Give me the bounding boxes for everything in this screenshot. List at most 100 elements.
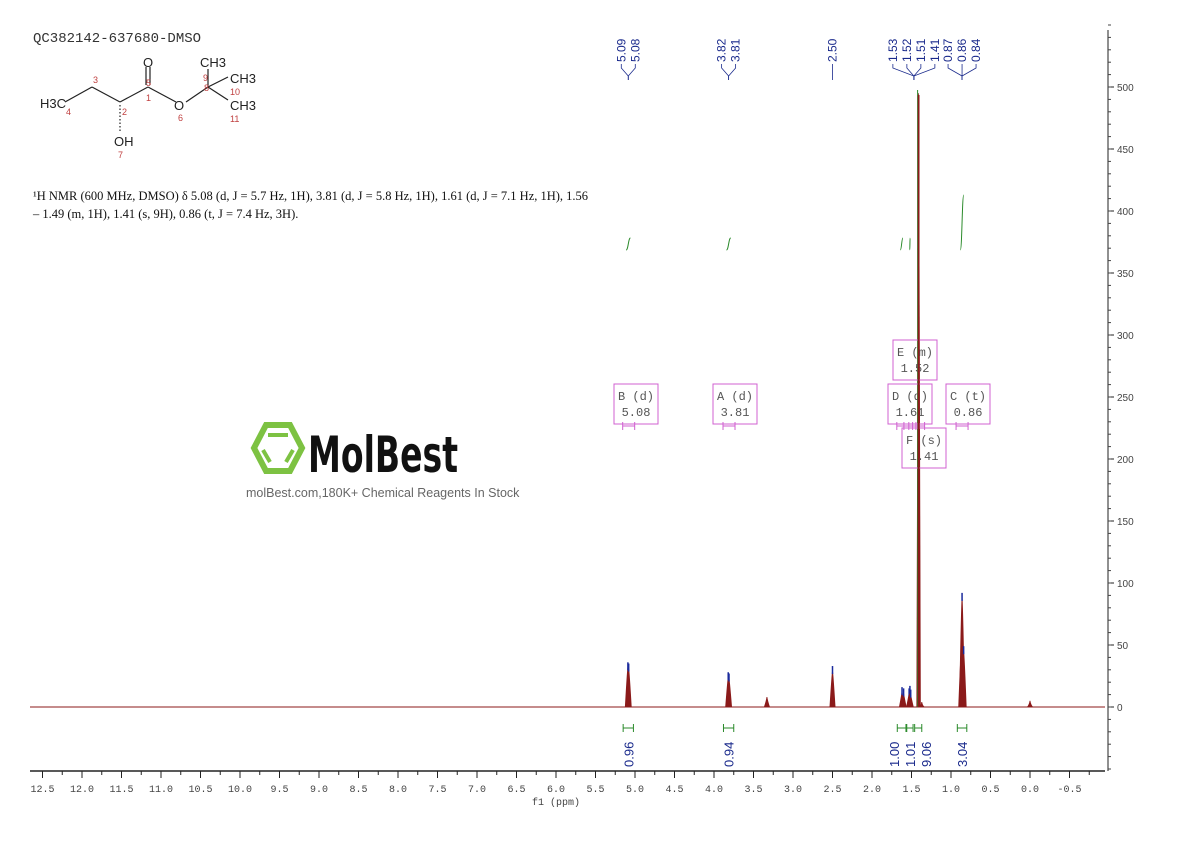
atom-number: 9	[203, 73, 208, 83]
integral-bracket	[956, 724, 968, 732]
peak-label: 5.09	[614, 38, 628, 62]
atom-label: O	[174, 98, 184, 113]
peak-label-leader	[913, 64, 922, 80]
watermark-tagline: molBest.com,180K+ Chemical Reagents In S…	[246, 486, 520, 500]
multiplet-range	[955, 422, 969, 430]
x-tick-label: 7.0	[468, 785, 486, 796]
atom-label: O	[143, 55, 153, 70]
integral-curve	[625, 237, 631, 251]
peak-label-leader	[627, 64, 636, 80]
atom-number: 11	[230, 114, 239, 124]
integral-value: 9.06	[919, 742, 934, 767]
multiplet-box	[901, 427, 947, 469]
y-tick-label: 450	[1117, 145, 1134, 156]
multiplet-shift: 5.08	[622, 406, 651, 420]
molbest-logo: MolBest	[250, 422, 458, 480]
x-tick-label: 1.0	[942, 785, 960, 796]
atom-number: 6	[178, 113, 183, 123]
spectrum-peak	[763, 697, 770, 708]
multiplet-label: D (d)	[892, 390, 928, 404]
integral-value: 0.96	[621, 742, 636, 767]
logo-text: MolBest	[308, 426, 458, 480]
x-tick-label: 12.5	[30, 785, 54, 796]
peak-label-leader	[947, 64, 963, 80]
sample-id: QC382142-637680-DMSO	[33, 31, 202, 47]
integral-bracket	[906, 724, 914, 732]
integral-curve	[959, 194, 965, 251]
x-tick-label: 6.0	[547, 785, 565, 796]
peak-label-leader	[961, 64, 977, 80]
y-tick-label: 500	[1117, 83, 1134, 94]
integral-bracket	[914, 724, 923, 732]
integral-bracket	[896, 724, 907, 732]
x-tick-label: 8.5	[349, 785, 367, 796]
x-tick-label: 4.5	[665, 785, 683, 796]
peak-label-leader	[721, 64, 730, 80]
atom-label: CH3	[230, 71, 256, 86]
x-tick-label: 5.5	[586, 785, 604, 796]
multiplet-box	[892, 339, 938, 381]
multiplet-range	[622, 422, 636, 430]
atom-number: 8	[204, 83, 209, 93]
x-axis-label: f1 (ppm)	[532, 797, 580, 809]
peak-label-leader	[906, 64, 915, 80]
y-tick-label: 250	[1117, 393, 1134, 404]
x-tick-label: 0.0	[1021, 785, 1039, 796]
multiplet-range	[722, 422, 736, 430]
x-tick-label: 5.0	[626, 785, 644, 796]
x-tick-label: 3.5	[744, 785, 762, 796]
multiplet-shift: 1.52	[901, 362, 930, 376]
peak-label: 3.81	[729, 38, 743, 62]
y-tick-label: 300	[1117, 331, 1134, 342]
y-tick-label: 0	[1117, 703, 1123, 714]
multiplet-shift: 1.41	[910, 450, 939, 464]
multiplet-label: A (d)	[717, 390, 753, 404]
atom-number: 7	[118, 150, 123, 160]
atom-label: CH3	[200, 55, 226, 70]
spectrum-peak	[1027, 700, 1033, 708]
multiplet-label: C (t)	[950, 390, 986, 404]
integral-curve	[726, 237, 732, 251]
peak-label: 0.86	[955, 38, 969, 62]
peak-label: 3.82	[715, 38, 729, 62]
peak-label: 2.50	[826, 38, 840, 62]
multiplet-box	[613, 383, 659, 425]
spectrum-peak	[829, 670, 836, 708]
peak-label: 1.52	[900, 38, 914, 62]
x-tick-label: 10.5	[188, 785, 212, 796]
x-tick-label: 10.0	[228, 785, 252, 796]
spectrum-peak	[918, 701, 925, 708]
x-tick-label: 9.5	[270, 785, 288, 796]
y-tick-label: 100	[1117, 579, 1134, 590]
x-tick-label: 1.5	[902, 785, 920, 796]
multiplet-box	[887, 383, 933, 425]
integral-value: 0.94	[722, 742, 737, 767]
x-tick-label: 8.0	[389, 785, 407, 796]
integral-value: 1.00	[887, 742, 902, 767]
spectrum-peak	[625, 668, 632, 708]
multiplet-label: E (m)	[897, 346, 933, 360]
x-tick-label: 6.5	[507, 785, 525, 796]
peak-label: 0.87	[941, 38, 955, 62]
peak-label: 1.41	[928, 38, 942, 62]
x-tick-label: 4.0	[705, 785, 723, 796]
y-tick-label: 50	[1117, 641, 1129, 652]
x-tick-label: 7.5	[428, 785, 446, 796]
atom-number: 5	[146, 78, 151, 88]
peak-label-leader	[620, 64, 629, 80]
x-tick-label: 2.0	[863, 785, 881, 796]
x-tick-label: 12.0	[70, 785, 94, 796]
x-tick-label: 0.5	[981, 785, 999, 796]
x-tick-label: 11.0	[149, 785, 173, 796]
multiplet-shift: 3.81	[721, 406, 750, 420]
atom-number: 3	[93, 75, 98, 85]
x-tick-label: 3.0	[784, 785, 802, 796]
peak-label: 5.08	[628, 38, 642, 62]
integral-bracket	[622, 724, 634, 732]
atom-number: 1	[146, 93, 151, 103]
y-tick-label: 200	[1117, 455, 1134, 466]
atom-label: H3C	[40, 96, 66, 111]
atom-label: CH3	[230, 98, 256, 113]
